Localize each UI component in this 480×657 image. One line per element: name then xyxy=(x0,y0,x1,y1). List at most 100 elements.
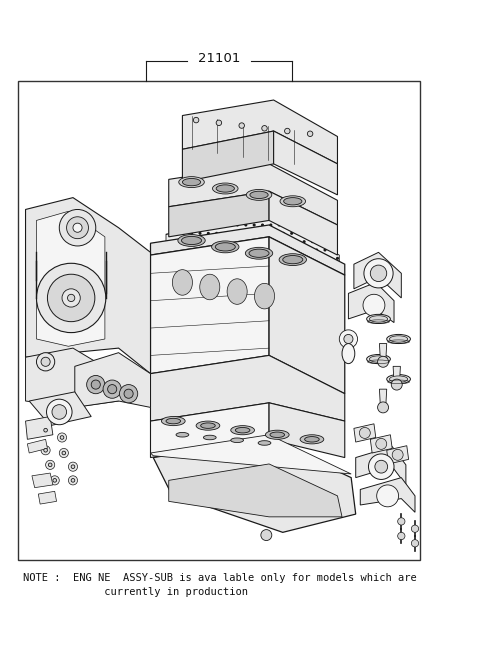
Ellipse shape xyxy=(270,432,285,438)
Polygon shape xyxy=(25,198,151,374)
Circle shape xyxy=(44,428,48,432)
Ellipse shape xyxy=(176,432,189,437)
Polygon shape xyxy=(274,131,337,195)
Circle shape xyxy=(307,131,313,137)
Ellipse shape xyxy=(172,269,192,295)
Polygon shape xyxy=(182,131,274,182)
Ellipse shape xyxy=(182,179,201,186)
Circle shape xyxy=(285,128,290,134)
Polygon shape xyxy=(166,219,339,261)
Ellipse shape xyxy=(367,355,390,363)
Circle shape xyxy=(375,461,388,473)
Ellipse shape xyxy=(370,356,388,362)
Ellipse shape xyxy=(245,247,273,259)
Ellipse shape xyxy=(370,316,388,322)
Polygon shape xyxy=(393,367,400,383)
Circle shape xyxy=(369,454,394,480)
Circle shape xyxy=(60,449,69,457)
Ellipse shape xyxy=(246,189,272,200)
Ellipse shape xyxy=(258,441,271,445)
Ellipse shape xyxy=(212,241,239,253)
Polygon shape xyxy=(354,252,401,298)
Ellipse shape xyxy=(231,438,243,443)
Ellipse shape xyxy=(300,435,324,444)
Ellipse shape xyxy=(178,235,205,246)
Circle shape xyxy=(193,118,199,123)
Circle shape xyxy=(377,485,398,507)
Circle shape xyxy=(41,426,50,435)
Circle shape xyxy=(124,389,133,398)
Circle shape xyxy=(261,530,272,541)
Circle shape xyxy=(41,445,50,455)
Polygon shape xyxy=(370,435,392,453)
Circle shape xyxy=(52,405,67,419)
Text: NOTE :  ENG NE  ASSY-SUB is ava lable only for models which are: NOTE : ENG NE ASSY-SUB is ava lable only… xyxy=(23,574,417,583)
Polygon shape xyxy=(153,440,356,532)
Ellipse shape xyxy=(161,417,185,426)
Bar xyxy=(18,81,420,560)
Circle shape xyxy=(339,330,358,348)
Circle shape xyxy=(41,357,50,367)
Circle shape xyxy=(397,532,405,539)
Circle shape xyxy=(44,449,48,452)
Circle shape xyxy=(120,384,138,403)
Polygon shape xyxy=(387,445,408,464)
Circle shape xyxy=(48,274,95,322)
Circle shape xyxy=(103,380,121,398)
Circle shape xyxy=(60,210,96,246)
Circle shape xyxy=(392,449,403,461)
Polygon shape xyxy=(269,237,345,394)
Polygon shape xyxy=(27,440,48,453)
Circle shape xyxy=(391,379,402,390)
Ellipse shape xyxy=(250,191,268,198)
Circle shape xyxy=(344,334,353,344)
Ellipse shape xyxy=(387,334,410,344)
Polygon shape xyxy=(169,191,269,237)
Polygon shape xyxy=(169,164,337,225)
Polygon shape xyxy=(348,283,394,323)
Polygon shape xyxy=(151,355,345,421)
Circle shape xyxy=(62,289,80,307)
Circle shape xyxy=(73,223,82,233)
Ellipse shape xyxy=(305,437,319,442)
Ellipse shape xyxy=(387,374,410,384)
Ellipse shape xyxy=(201,423,215,428)
Polygon shape xyxy=(36,212,105,346)
Ellipse shape xyxy=(367,314,390,323)
Circle shape xyxy=(370,265,387,282)
Ellipse shape xyxy=(389,376,408,382)
Ellipse shape xyxy=(215,243,235,251)
Polygon shape xyxy=(356,447,406,485)
Ellipse shape xyxy=(249,249,269,258)
Polygon shape xyxy=(354,424,376,442)
Polygon shape xyxy=(360,478,415,512)
Ellipse shape xyxy=(283,256,303,263)
Circle shape xyxy=(364,259,393,288)
Polygon shape xyxy=(75,353,151,407)
Ellipse shape xyxy=(284,198,302,205)
Ellipse shape xyxy=(213,183,238,194)
Circle shape xyxy=(60,436,64,440)
Text: currently in production: currently in production xyxy=(23,587,248,597)
Circle shape xyxy=(262,125,267,131)
Circle shape xyxy=(71,478,75,482)
Polygon shape xyxy=(151,237,269,374)
Circle shape xyxy=(62,451,66,455)
Circle shape xyxy=(397,518,405,525)
Polygon shape xyxy=(379,344,387,360)
Text: 21101: 21101 xyxy=(198,51,240,64)
Polygon shape xyxy=(25,348,119,407)
Polygon shape xyxy=(25,417,53,440)
Circle shape xyxy=(69,476,78,485)
Ellipse shape xyxy=(181,237,202,244)
Circle shape xyxy=(376,438,387,449)
Circle shape xyxy=(50,476,60,485)
Circle shape xyxy=(87,375,105,394)
Ellipse shape xyxy=(216,185,234,192)
Circle shape xyxy=(239,123,244,128)
Polygon shape xyxy=(269,403,345,457)
Ellipse shape xyxy=(279,254,306,265)
Polygon shape xyxy=(379,389,387,405)
Ellipse shape xyxy=(200,274,220,300)
Polygon shape xyxy=(151,403,269,457)
